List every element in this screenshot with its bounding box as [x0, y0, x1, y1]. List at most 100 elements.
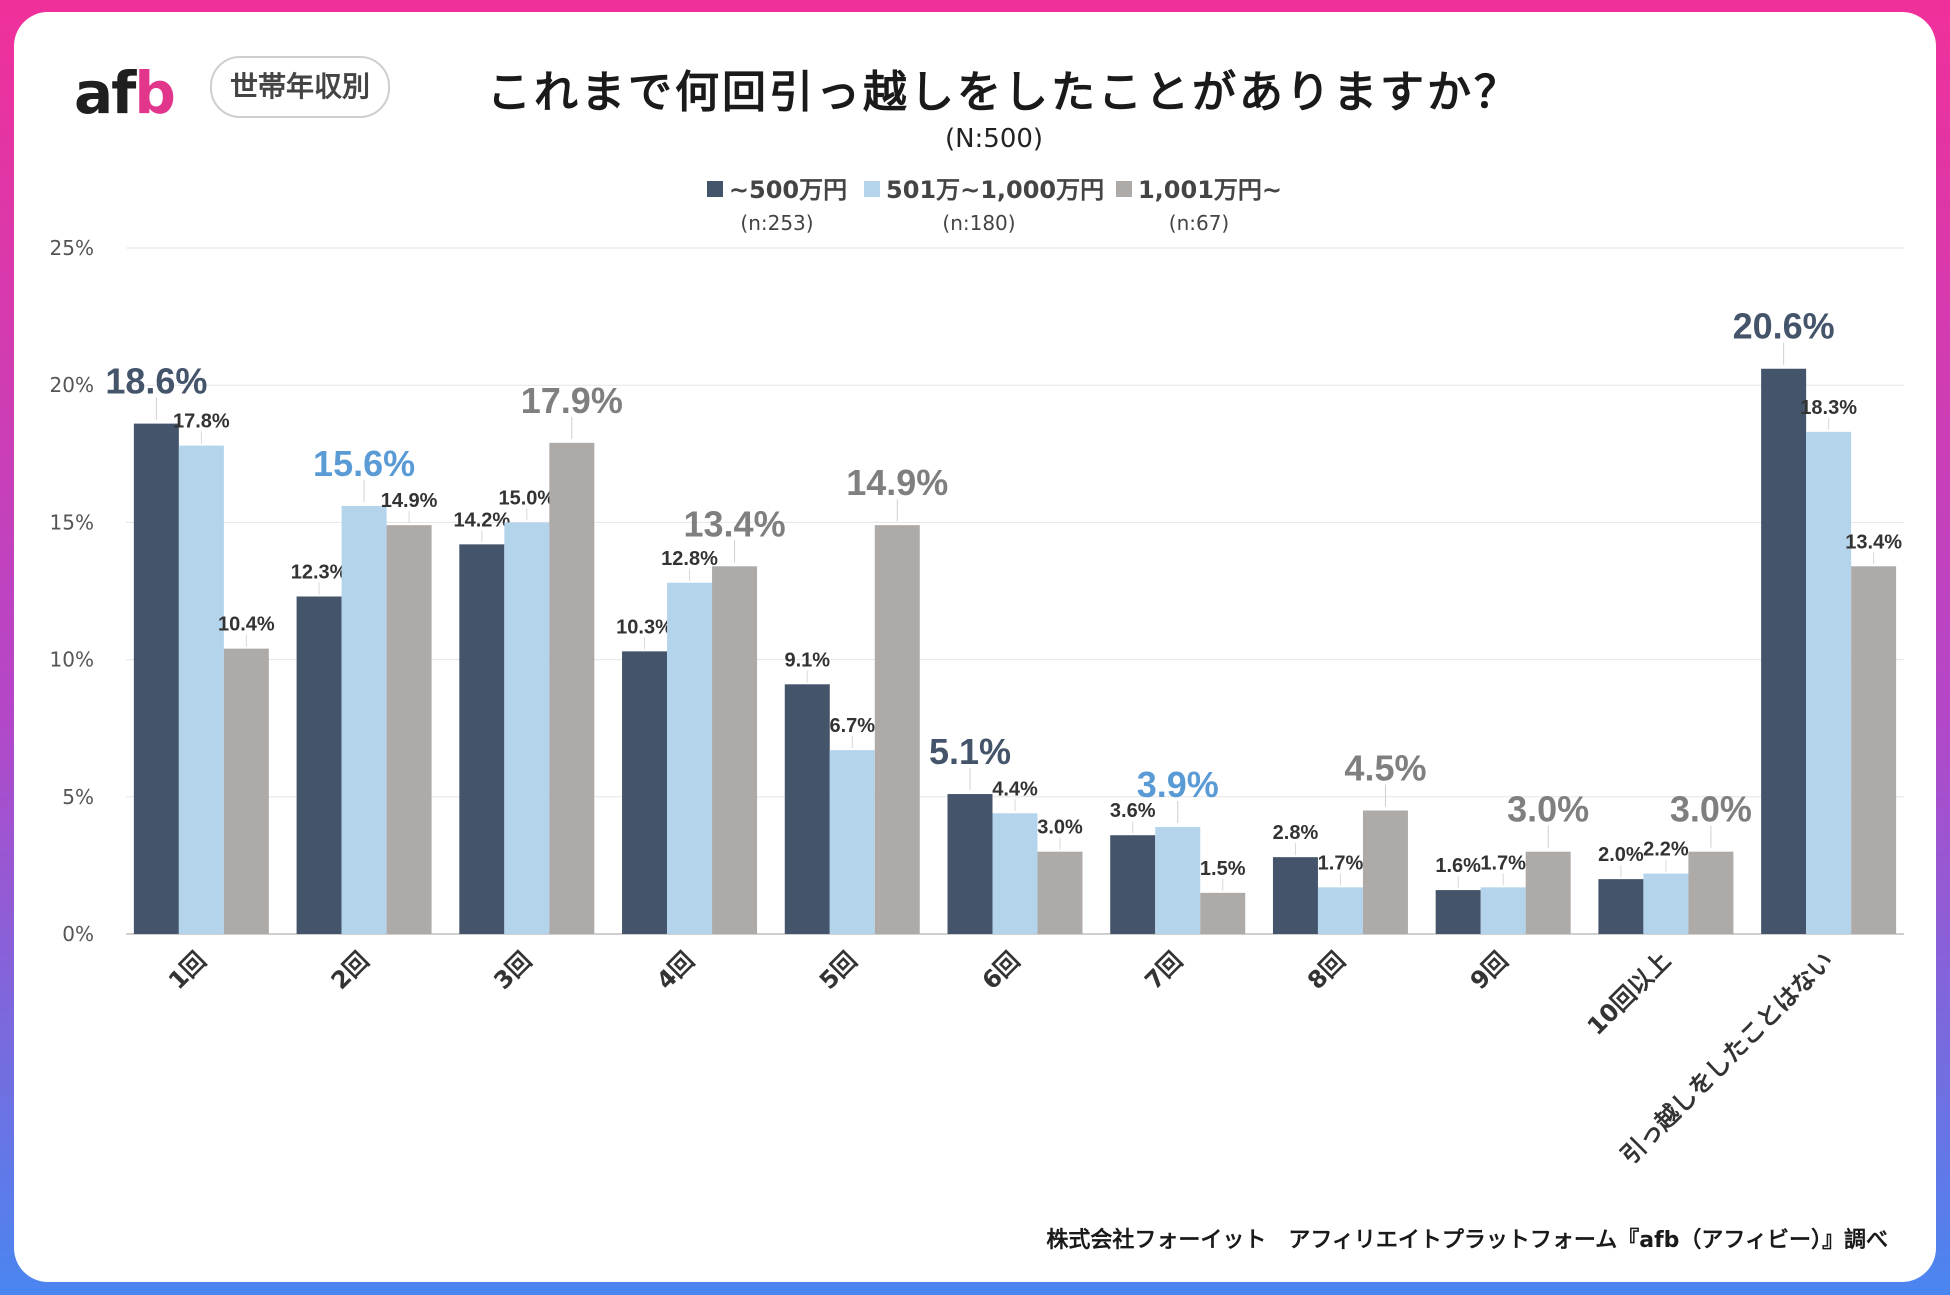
bar [549, 442, 595, 934]
data-label: 1.7% [1318, 852, 1364, 874]
data-label-highlight: 14.9% [846, 462, 948, 503]
data-label-highlight: 5.1% [929, 731, 1011, 772]
bar [1435, 890, 1481, 934]
data-label-highlight: 4.5% [1344, 748, 1426, 789]
data-label-highlight: 17.9% [521, 380, 623, 421]
y-tick-label: 10% [50, 648, 94, 672]
legend-label: 501万~1,000万円 [886, 176, 1105, 204]
bar [1317, 887, 1363, 934]
data-label-highlight: 3.0% [1670, 789, 1752, 830]
bar [1851, 566, 1897, 934]
bar [1155, 826, 1201, 934]
bar [1272, 857, 1318, 934]
bar [1525, 851, 1571, 934]
bar [1110, 835, 1156, 934]
x-tick-label: 3回 [488, 946, 537, 995]
bar [1598, 879, 1644, 934]
bar [133, 423, 179, 934]
bar [1200, 892, 1246, 934]
data-label: 14.2% [453, 509, 510, 531]
x-tick-label: 6回 [977, 946, 1026, 995]
data-label: 3.0% [1037, 817, 1083, 839]
legend-label: ~500万円 [728, 176, 848, 204]
bar [341, 505, 387, 934]
data-label: 15.0% [498, 487, 555, 509]
data-label-highlight: 13.4% [684, 503, 786, 544]
x-tick-label: 4回 [651, 946, 700, 995]
bar [947, 794, 993, 934]
data-label: 2.8% [1273, 822, 1319, 844]
legend-swatch [706, 181, 723, 197]
data-label-highlight: 3.0% [1507, 789, 1589, 830]
y-tick-label: 15% [50, 510, 94, 534]
x-tick-label: 8回 [1302, 946, 1351, 995]
bar [223, 648, 269, 934]
data-label: 2.0% [1598, 844, 1644, 866]
bar [1037, 851, 1083, 934]
x-tick-label: 7回 [1139, 946, 1188, 995]
data-label: 10.4% [218, 614, 275, 636]
bar [874, 525, 920, 934]
data-label: 18.3% [1800, 397, 1857, 419]
legend-item-series2: 501万~1,000万円 (n:180) [864, 170, 1104, 235]
legend-item-series3: 1,001万円~ (n:67) [1114, 170, 1284, 235]
bar [1643, 873, 1689, 934]
card: afb 世帯年収別 これまで何回引っ越しをしたことがありますか？ (N:500)… [14, 12, 1936, 1282]
data-label: 3.6% [1110, 800, 1156, 822]
legend-swatch [864, 181, 880, 197]
source-credit: 株式会社フォーイット アフィリエイトプラットフォーム『afb（アフィビー）』調べ [1046, 1228, 1888, 1253]
bar [296, 596, 342, 934]
legend-item-series1: ~500万円 (n:253) [702, 170, 852, 235]
data-label-highlight: 18.6% [105, 361, 207, 402]
legend-label: 1,001万円~ [1137, 176, 1283, 204]
x-tick-label: 2回 [326, 946, 375, 995]
segment-tag: 世帯年収別 [210, 56, 390, 118]
chart-title: これまで何回引っ越しをしたことがありますか？ [487, 67, 1521, 118]
legend-n: (n:180) [942, 211, 1016, 235]
y-tick-label: 5% [62, 785, 94, 809]
data-label: 1.6% [1435, 855, 1481, 877]
bar [784, 684, 830, 934]
data-label-highlight: 15.6% [313, 443, 415, 484]
bar [178, 445, 224, 934]
bar [667, 582, 713, 934]
data-label-highlight: 20.6% [1733, 306, 1835, 347]
bar [1480, 887, 1526, 934]
y-tick-label: 25% [50, 236, 94, 260]
bar [386, 525, 432, 934]
data-label: 17.8% [173, 411, 230, 433]
x-tick-label: 1回 [163, 946, 212, 995]
legend-n: (n:67) [1168, 211, 1230, 235]
bar-chart: 0% 5% 10% 15% 20% 25% 18.6% 17.8% 10.4% 1回 12.3% 15… [50, 236, 1904, 1170]
x-tick-label: 5回 [814, 946, 863, 995]
data-label: 12.3% [291, 561, 348, 583]
x-tick-label: 10回以上 [1582, 946, 1676, 1040]
legend-n: (n:253) [740, 211, 814, 235]
bar [1362, 810, 1408, 934]
bar [459, 544, 505, 934]
bar [622, 651, 668, 934]
bar [992, 813, 1038, 934]
data-label: 4.4% [992, 778, 1038, 800]
data-label: 9.1% [784, 649, 830, 671]
bar [712, 566, 758, 934]
data-label: 2.2% [1643, 839, 1689, 861]
bar [1761, 368, 1807, 935]
data-label: 1.7% [1480, 852, 1526, 874]
data-label: 6.7% [829, 715, 875, 737]
data-label: 13.4% [1845, 531, 1902, 553]
data-label: 10.3% [616, 616, 673, 638]
bar [504, 522, 550, 934]
data-label-highlight: 3.9% [1137, 764, 1219, 805]
data-label: 14.9% [381, 490, 438, 512]
legend-swatch [1115, 181, 1132, 197]
y-tick-label: 0% [62, 922, 94, 946]
chart-subtitle: (N:500) [944, 124, 1044, 154]
afb-logo: afb [74, 59, 176, 127]
bar [829, 750, 875, 934]
x-tick-label: 9回 [1465, 946, 1514, 995]
y-tick-label: 20% [50, 373, 94, 397]
data-label: 12.8% [661, 548, 718, 570]
bar [1688, 851, 1734, 934]
bar [1806, 431, 1852, 934]
